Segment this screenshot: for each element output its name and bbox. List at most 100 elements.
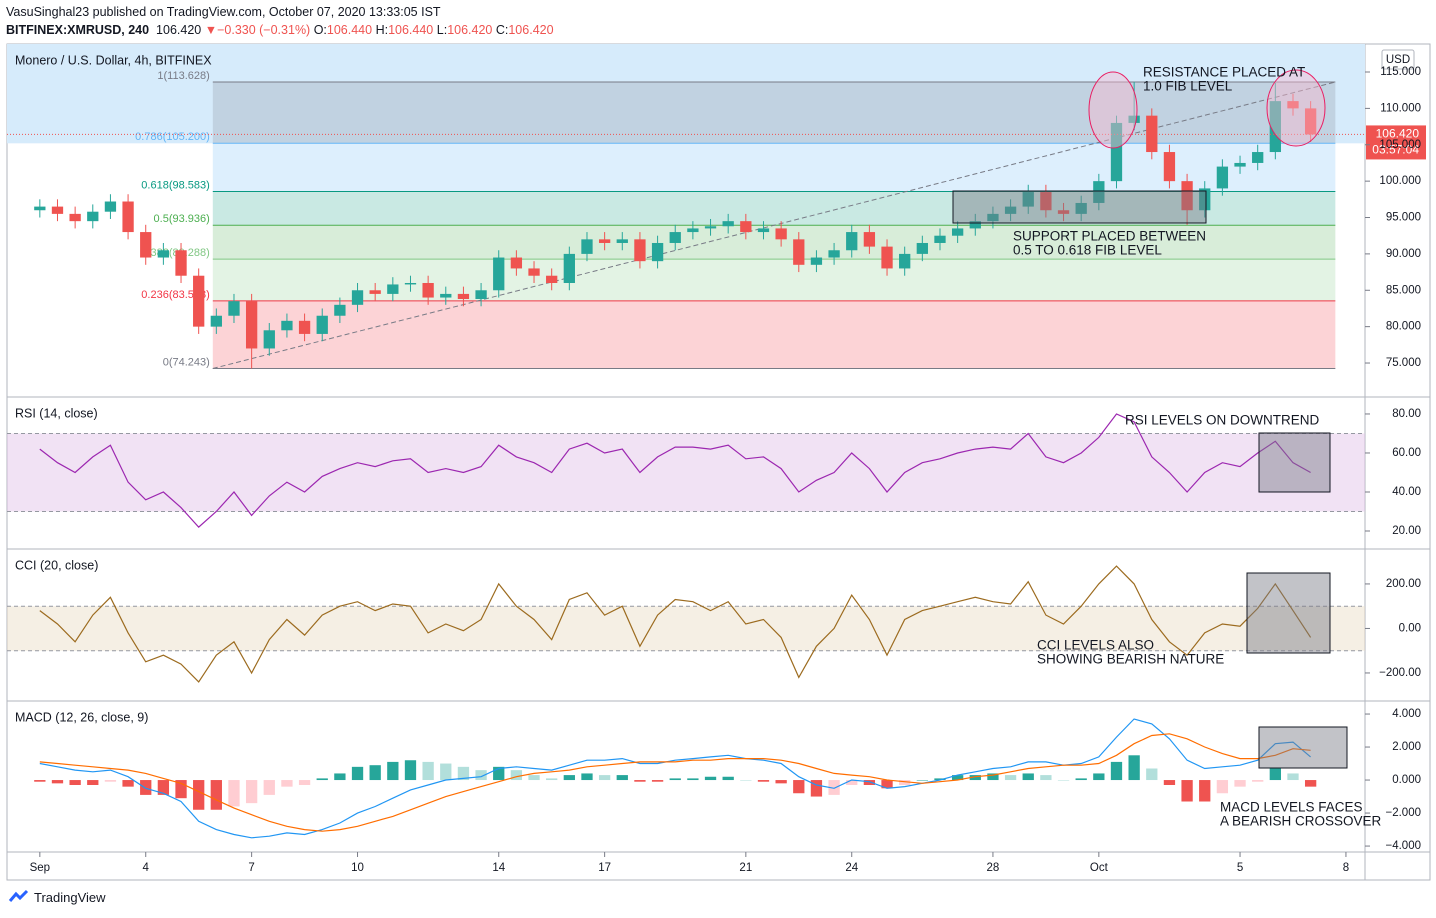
histogram-bar	[69, 780, 81, 785]
histogram-bar	[1269, 768, 1281, 781]
histogram-bar	[34, 780, 46, 782]
pane-title: RSI (14, close)	[15, 406, 98, 420]
annotation: CCI LEVELS ALSO	[1037, 638, 1154, 653]
histogram-bar	[846, 780, 858, 785]
candle-body	[546, 275, 558, 283]
histogram-bar	[404, 760, 417, 781]
x-tick-label: Sep	[30, 862, 50, 874]
price-tag	[1366, 125, 1426, 160]
x-tick-label: 10	[351, 862, 364, 874]
x-tick-label: 17	[598, 862, 611, 874]
histogram-bar	[546, 778, 558, 781]
histogram-bar	[793, 780, 805, 794]
y-tick-label: 20.00	[1392, 525, 1421, 537]
histogram-bar	[493, 766, 505, 781]
candle-body	[1181, 181, 1193, 211]
fib-zone	[212, 300, 1336, 369]
candle-body	[1004, 206, 1017, 214]
candle-body	[598, 239, 611, 243]
y-tick-label: −200.00	[1379, 667, 1421, 679]
histogram-bar	[1181, 780, 1193, 802]
candle-body	[210, 315, 222, 327]
indicator-line	[39, 718, 1311, 839]
histogram-bar	[210, 780, 222, 810]
candle-body	[616, 239, 628, 243]
histogram-bar	[651, 780, 664, 782]
y-tick-label: 85.000	[1386, 284, 1421, 296]
ohlc-item: 106.440	[326, 23, 373, 37]
x-tick-label: 24	[845, 862, 858, 874]
histogram-bar	[369, 765, 381, 781]
candle-body	[757, 228, 770, 233]
histogram-bar	[298, 780, 311, 785]
x-tick-label: 21	[739, 862, 752, 874]
annotation: SUPPORT PLACED BETWEEN	[1013, 229, 1206, 244]
candle-body	[69, 213, 81, 222]
candle-body	[581, 239, 593, 254]
histogram-bar	[916, 780, 928, 781]
histogram-bar	[1146, 768, 1158, 781]
fib-label: 1(113.628)	[157, 70, 209, 82]
x-tick-label: 14	[492, 862, 505, 874]
ohlc-item: 106.420	[447, 23, 493, 37]
publisher: VasuSinghal23 published on TradingView.c…	[6, 5, 441, 19]
candle-body	[1234, 162, 1246, 167]
candle-body	[969, 221, 981, 229]
candle-body	[34, 206, 46, 211]
histogram-bar	[1216, 780, 1229, 794]
highlight-box	[1258, 432, 1331, 493]
fib-label: 0.618(98.583)	[141, 179, 210, 191]
candle-body	[687, 228, 699, 233]
histogram-bar	[51, 780, 64, 784]
candle-body	[122, 201, 134, 233]
candle-body	[334, 304, 346, 316]
histogram-bar	[140, 780, 152, 795]
candle-body	[493, 257, 505, 291]
candle-body	[245, 301, 258, 349]
candle-body	[510, 257, 523, 269]
y-tick-label: 4.000	[1392, 708, 1421, 720]
ohlc-item: H:	[375, 23, 389, 37]
candle-body	[899, 253, 911, 269]
highlight-box	[1246, 572, 1331, 654]
histogram-bar	[810, 780, 823, 797]
histogram-bar	[157, 780, 170, 795]
change: −0.330 (−0.31%)	[217, 23, 311, 37]
candle-body	[298, 320, 311, 334]
ohlc-item: 106.420	[508, 23, 554, 37]
histogram-bar	[104, 780, 117, 782]
histogram-bar	[1093, 773, 1105, 781]
candle-body	[157, 250, 170, 258]
histogram-bar	[581, 773, 593, 781]
candle-body	[1163, 152, 1176, 182]
histogram-bar	[281, 780, 293, 787]
y-tick-label: −4.000	[1386, 840, 1422, 852]
x-tick-label: Oct	[1090, 862, 1109, 874]
candle-body	[475, 290, 487, 300]
candle-body	[987, 213, 999, 222]
candle-body	[775, 228, 787, 240]
candle-body	[1146, 115, 1158, 153]
pane-title: CCI (20, close)	[15, 558, 98, 572]
candle-body	[175, 250, 187, 276]
candle-body	[104, 201, 117, 212]
ohlc-item: O:	[313, 23, 327, 37]
histogram-bar	[1057, 780, 1070, 781]
x-tick-label: 28	[987, 862, 1000, 874]
candle-body	[51, 206, 64, 214]
candle-body	[563, 253, 575, 283]
annotation: 0.5 TO 0.618 FIB LEVEL	[1013, 243, 1162, 258]
candle-body	[140, 232, 152, 258]
symbol: BITFINEX:XMRUSD, 240	[6, 23, 150, 37]
histogram-bar	[828, 780, 840, 795]
candle-body	[934, 235, 946, 243]
candle-body	[1057, 210, 1070, 214]
histogram-bar	[722, 776, 734, 781]
candle-body	[740, 221, 752, 233]
y-tick-label: 200.00	[1386, 578, 1421, 590]
candle-body	[1252, 152, 1264, 163]
histogram-bar	[951, 775, 964, 781]
annotation: RESISTANCE PLACED AT	[1143, 65, 1305, 80]
y-tick-label: 90.000	[1386, 248, 1421, 260]
